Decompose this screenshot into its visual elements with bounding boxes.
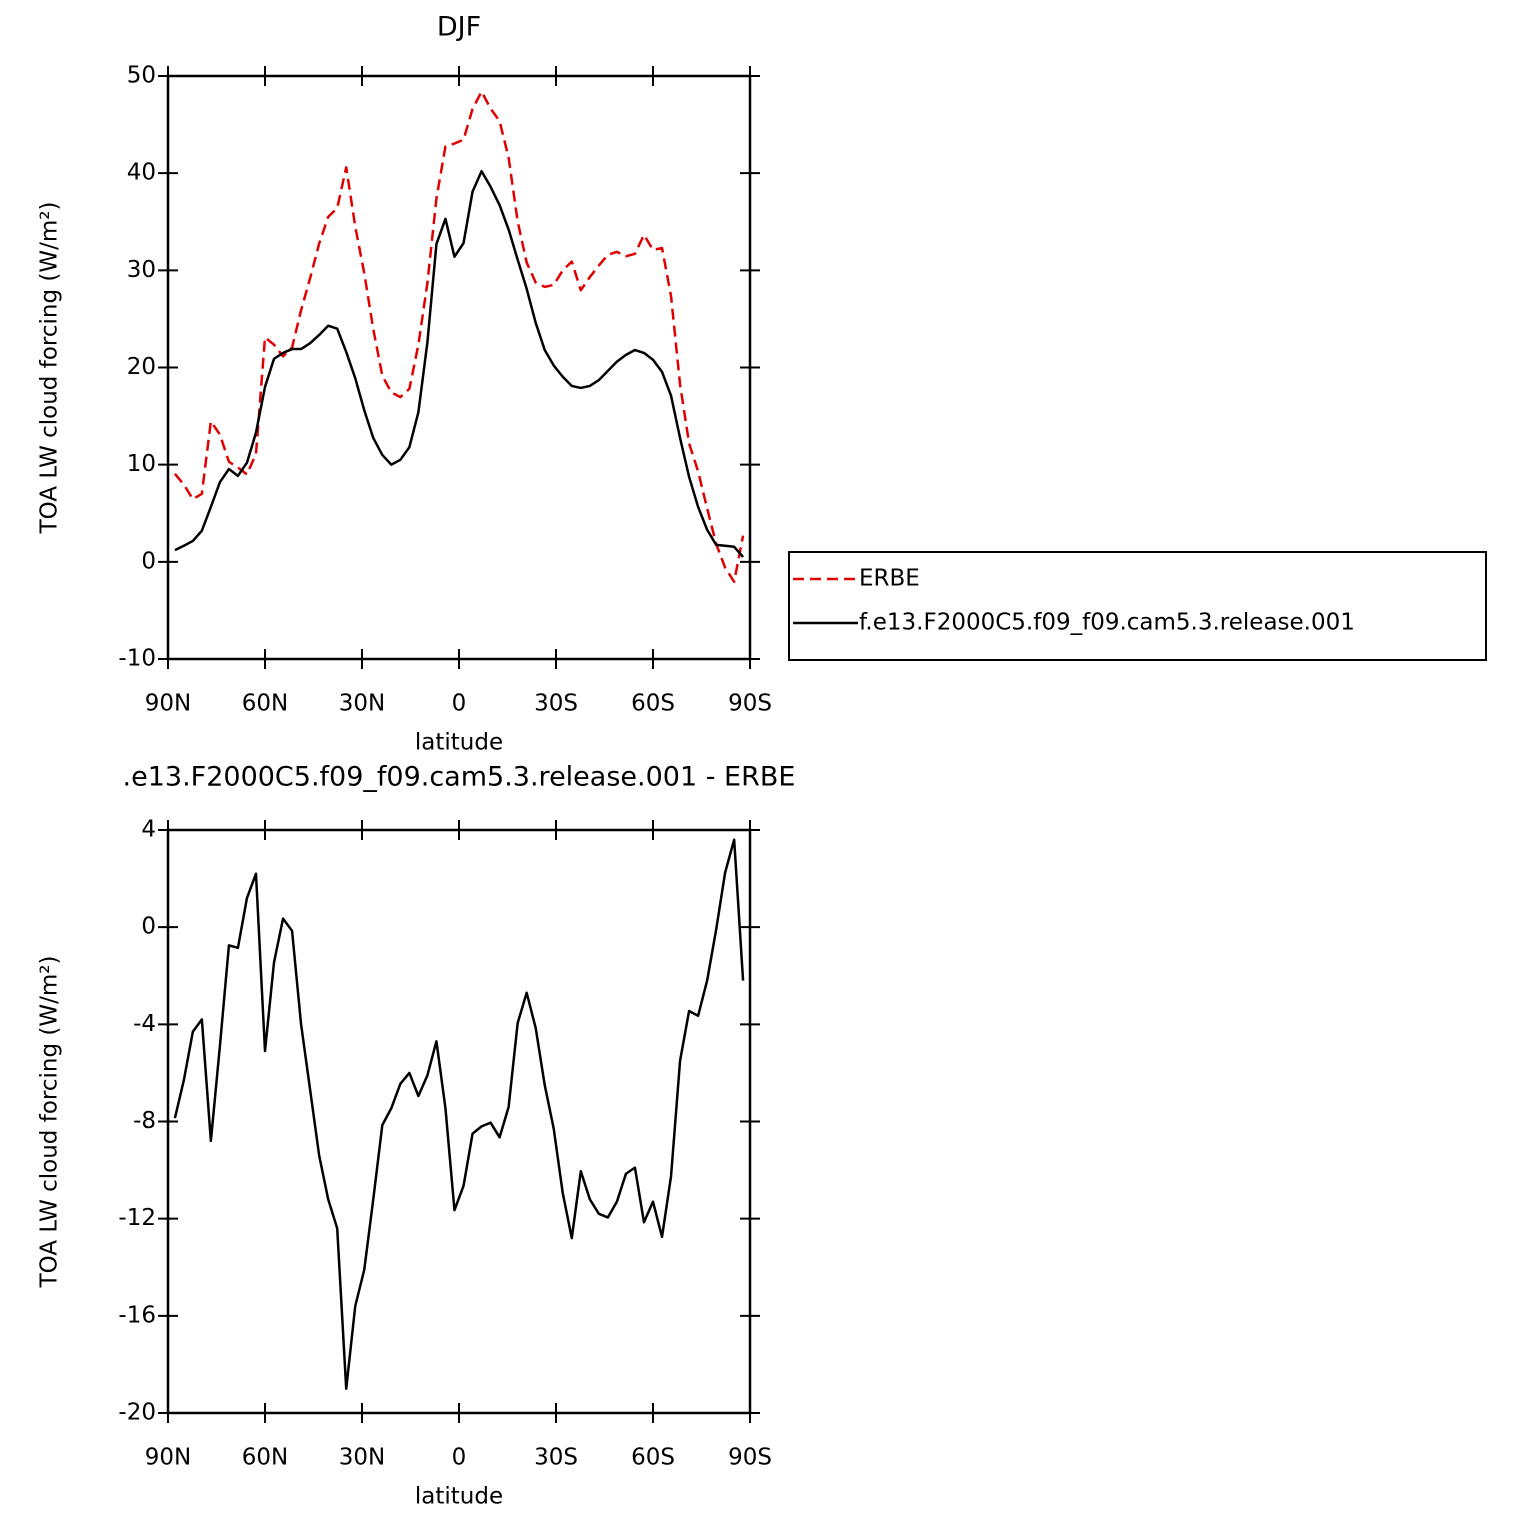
y-tick-label: 10 <box>127 451 156 477</box>
plot-frame <box>166 828 752 1415</box>
x-tick-label: 90N <box>145 1445 191 1471</box>
x-tick-label: 60N <box>242 691 288 717</box>
y-axis-label: TOA LW cloud forcing (W/m²) <box>37 956 63 1289</box>
y-tick-label: 20 <box>127 354 156 380</box>
y-tick-label: -10 <box>118 646 156 672</box>
y-tick-label: 0 <box>141 914 156 940</box>
y-axis-label: TOA LW cloud forcing (W/m²) <box>37 202 63 535</box>
y-tick-label: -20 <box>118 1400 156 1426</box>
x-tick-label: 90S <box>728 691 772 717</box>
x-tick-label: 30N <box>339 691 385 717</box>
series-line <box>174 169 745 558</box>
y-tick-label: 0 <box>141 548 156 574</box>
plot-frame <box>166 74 752 661</box>
legend-label: f.e13.F2000C5.f09_f09.cam5.3.release.001 <box>859 610 1355 636</box>
chart-title: .e13.F2000C5.f09_f09.cam5.3.release.001 … <box>123 762 796 793</box>
x-tick-label: 90S <box>728 1445 772 1471</box>
x-tick-label: 60S <box>631 691 675 717</box>
legend-label: ERBE <box>859 566 920 592</box>
x-axis-label: latitude <box>415 1484 503 1510</box>
legend-box <box>788 551 1487 661</box>
chart-title: DJF <box>437 12 481 43</box>
x-tick-label: 90N <box>145 691 191 717</box>
y-tick-label: 50 <box>127 63 156 89</box>
x-tick-label: 0 <box>452 691 467 717</box>
y-tick-label: 4 <box>141 817 156 843</box>
y-tick-label: -12 <box>118 1205 156 1231</box>
x-tick-label: 30N <box>339 1445 385 1471</box>
x-tick-label: 60S <box>631 1445 675 1471</box>
series-line <box>173 90 745 583</box>
x-axis-label: latitude <box>415 730 503 756</box>
y-tick-label: 30 <box>127 257 156 283</box>
series-line <box>173 838 745 1390</box>
x-tick-label: 30S <box>534 691 578 717</box>
y-tick-label: -8 <box>133 1108 156 1134</box>
x-tick-label: 30S <box>534 1445 578 1471</box>
x-tick-label: 0 <box>452 1445 467 1471</box>
y-tick-label: -16 <box>118 1302 156 1328</box>
y-tick-label: -4 <box>133 1011 156 1037</box>
y-tick-label: 40 <box>127 160 156 186</box>
x-tick-label: 60N <box>242 1445 288 1471</box>
